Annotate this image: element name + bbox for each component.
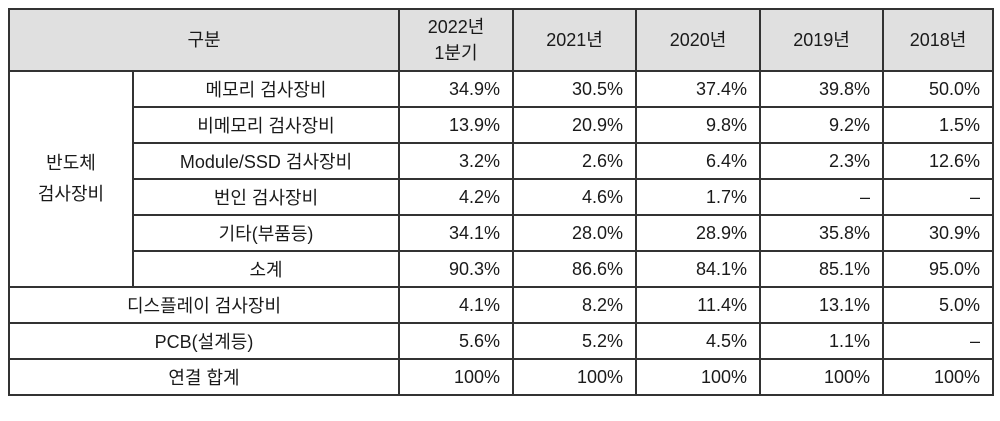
value-cell: 30.5% [512, 70, 637, 108]
value-cell: 11.4% [635, 286, 761, 324]
table-row-pcb: PCB(설계등) 5.6% 5.2% 4.5% 1.1% – [8, 322, 994, 360]
row-label: 기타(부품등) [132, 214, 400, 252]
table-row-total: 연결 합계 100% 100% 100% 100% 100% [8, 358, 994, 396]
value-cell: 2.6% [512, 142, 637, 180]
value-cell: 100% [882, 358, 994, 396]
page-body: 구분 2022년 1분기 2021년 2020년 2019년 2018년 반도체… [8, 8, 994, 396]
value-cell: 20.9% [512, 106, 637, 144]
header-cell-2020: 2020년 [635, 8, 761, 72]
value-cell: 85.1% [759, 250, 884, 288]
value-cell: 34.1% [398, 214, 514, 252]
header-cell-2019: 2019년 [759, 8, 884, 72]
sales-ratio-table: 구분 2022년 1분기 2021년 2020년 2019년 2018년 반도체… [8, 8, 994, 396]
value-cell: 2.3% [759, 142, 884, 180]
group-label-semiconductor: 반도체 검사장비 [8, 70, 134, 288]
row-label: 디스플레이 검사장비 [8, 286, 400, 324]
table-row-burnin: 번인 검사장비 4.2% 4.6% 1.7% – – [9, 178, 994, 216]
value-cell: 9.8% [635, 106, 761, 144]
value-cell: – [882, 178, 994, 216]
header-cell-2018: 2018년 [882, 8, 994, 72]
table-body: 반도체 검사장비 메모리 검사장비 34.9% 30.5% 37.4% 39.8… [8, 70, 994, 396]
header-row: 구분 2022년 1분기 2021년 2020년 2019년 2018년 [8, 8, 994, 72]
table-row-module-ssd: Module/SSD 검사장비 3.2% 2.6% 6.4% 2.3% 12.6… [9, 142, 994, 180]
value-cell: 90.3% [398, 250, 514, 288]
row-label: 비메모리 검사장비 [132, 106, 400, 144]
header-cell-2022q1: 2022년 1분기 [398, 8, 514, 72]
value-cell: 13.1% [759, 286, 884, 324]
header-cell-category: 구분 [8, 8, 400, 72]
value-cell: 100% [759, 358, 884, 396]
table-row-memory: 반도체 검사장비 메모리 검사장비 34.9% 30.5% 37.4% 39.8… [8, 70, 994, 288]
value-cell: 5.0% [882, 286, 994, 324]
table-row-subtotal: 소계 90.3% 86.6% 84.1% 85.1% 95.0% [9, 250, 994, 288]
value-cell: – [882, 322, 994, 360]
value-cell: 39.8% [759, 70, 884, 108]
value-cell: 37.4% [635, 70, 761, 108]
table-header: 구분 2022년 1분기 2021년 2020년 2019년 2018년 [8, 8, 994, 72]
value-cell: 100% [635, 358, 761, 396]
value-cell: 3.2% [398, 142, 514, 180]
value-cell: 35.8% [759, 214, 884, 252]
table-row-display: 디스플레이 검사장비 4.1% 8.2% 11.4% 13.1% 5.0% [8, 286, 994, 324]
row-label: 연결 합계 [8, 358, 400, 396]
value-cell: 95.0% [882, 250, 994, 288]
row-label: 메모리 검사장비 [132, 70, 400, 108]
value-cell: 5.6% [398, 322, 514, 360]
header-cell-2021: 2021년 [512, 8, 637, 72]
row-label: 소계 [132, 250, 400, 288]
value-cell: 100% [512, 358, 637, 396]
value-cell: 100% [398, 358, 514, 396]
row-label: PCB(설계등) [8, 322, 400, 360]
row-label: 번인 검사장비 [132, 178, 400, 216]
value-cell: 12.6% [882, 142, 994, 180]
value-cell: 4.2% [398, 178, 514, 216]
value-cell: 28.0% [512, 214, 637, 252]
value-cell: 1.1% [759, 322, 884, 360]
value-cell: 28.9% [635, 214, 761, 252]
value-cell: 1.5% [882, 106, 994, 144]
value-cell: 4.5% [635, 322, 761, 360]
value-cell: 34.9% [398, 70, 514, 108]
value-cell: 6.4% [635, 142, 761, 180]
value-cell: 9.2% [759, 106, 884, 144]
table-row-etc: 기타(부품등) 34.1% 28.0% 28.9% 35.8% 30.9% [9, 214, 994, 252]
value-cell: 8.2% [512, 286, 637, 324]
value-cell: – [759, 178, 884, 216]
value-cell: 4.1% [398, 286, 514, 324]
value-cell: 30.9% [882, 214, 994, 252]
table-row-nonmemory: 비메모리 검사장비 13.9% 20.9% 9.8% 9.2% 1.5% [9, 106, 994, 144]
row-label: Module/SSD 검사장비 [132, 142, 400, 180]
value-cell: 86.6% [512, 250, 637, 288]
value-cell: 13.9% [398, 106, 514, 144]
value-cell: 84.1% [635, 250, 761, 288]
value-cell: 5.2% [512, 322, 637, 360]
value-cell: 4.6% [512, 178, 637, 216]
value-cell: 50.0% [882, 70, 994, 108]
value-cell: 1.7% [635, 178, 761, 216]
